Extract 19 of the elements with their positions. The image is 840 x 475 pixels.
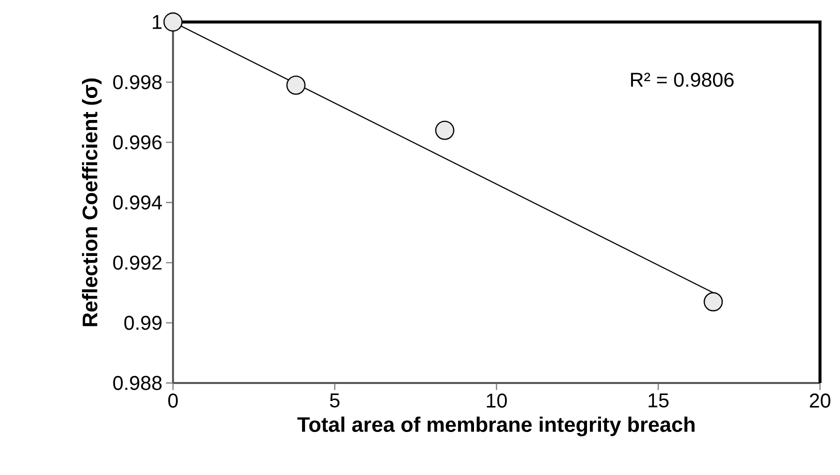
x-tick-label: 15	[648, 394, 669, 408]
y-axis-title: Reflection Coefficient (σ)	[82, 78, 102, 326]
y-tick-label: 0.988	[113, 376, 162, 390]
y-tick-label: 0.994	[113, 195, 162, 210]
point	[704, 292, 723, 312]
y-tick-label: 1	[152, 15, 162, 29]
point	[435, 120, 454, 140]
y-tick-label: 0.99	[124, 316, 162, 330]
y-tick-label: 0.992	[113, 256, 162, 270]
x-axis-title: Total area of membrane integrity breach	[297, 416, 695, 436]
point	[163, 12, 183, 32]
x-tick-label: 0	[168, 394, 178, 408]
y-tick-label: 0.996	[113, 135, 162, 150]
x-tick-label: 10	[486, 394, 507, 408]
x-tick-label: 5	[330, 394, 340, 408]
x-tick-label: 20	[810, 394, 830, 408]
y-tick-label: 0.998	[113, 75, 162, 90]
point	[286, 76, 306, 95]
annotation: R² = 0.9806	[631, 72, 734, 87]
